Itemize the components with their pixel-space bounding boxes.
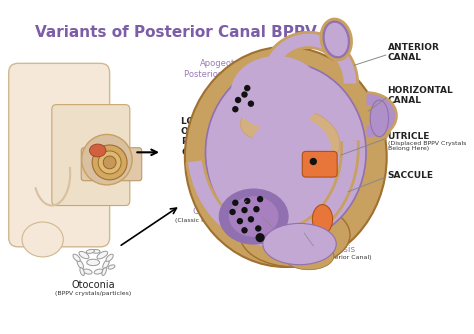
Ellipse shape [86,249,94,254]
Text: (Displaced BPPV Crystals
Belong Here): (Displaced BPPV Crystals Belong Here) [388,141,466,151]
Ellipse shape [79,252,89,259]
Ellipse shape [108,265,115,269]
Text: Otoconia: Otoconia [71,280,115,290]
Ellipse shape [365,95,393,142]
Ellipse shape [319,18,353,61]
Ellipse shape [22,222,64,257]
Text: (Classic Posterior Canal BPPV): (Classic Posterior Canal BPPV) [174,218,268,223]
Ellipse shape [263,223,336,265]
Text: Canalithiasis: Canalithiasis [193,207,250,216]
Circle shape [237,218,243,224]
Circle shape [229,209,236,215]
Ellipse shape [92,249,100,253]
Ellipse shape [249,116,332,189]
Ellipse shape [77,260,83,269]
Circle shape [248,216,254,222]
Ellipse shape [106,254,113,262]
Circle shape [310,158,317,165]
Text: (Short Arm of the Posterior Canal): (Short Arm of the Posterior Canal) [264,255,371,260]
Text: ANTERIOR
CANAL: ANTERIOR CANAL [388,43,439,62]
Circle shape [241,207,248,213]
Text: (Stuck BPPV Crystals): (Stuck BPPV Crystals) [243,237,310,242]
Ellipse shape [103,260,109,269]
FancyBboxPatch shape [81,148,142,181]
Circle shape [248,101,254,107]
Circle shape [244,198,250,204]
Ellipse shape [324,22,348,57]
Ellipse shape [97,251,108,259]
Text: Cupulolithiasis: Cupulolithiasis [244,227,310,236]
Text: Vestibulolithiasis: Vestibulolithiasis [280,245,356,254]
Ellipse shape [98,151,121,174]
Ellipse shape [312,205,333,234]
Circle shape [232,106,238,113]
Ellipse shape [87,259,100,266]
Ellipse shape [80,268,84,276]
Ellipse shape [268,110,340,167]
Ellipse shape [240,203,350,267]
Circle shape [255,225,262,232]
Circle shape [244,85,250,91]
Ellipse shape [82,134,132,185]
Text: Variants of Posterior Canal BPPV: Variants of Posterior Canal BPPV [35,25,317,40]
Ellipse shape [323,21,349,58]
Circle shape [253,206,260,212]
Ellipse shape [370,100,389,137]
FancyBboxPatch shape [52,105,130,205]
Circle shape [257,196,263,202]
Ellipse shape [103,156,116,169]
Text: (BPPV crystals/particles): (BPPV crystals/particles) [55,291,131,296]
Circle shape [235,97,241,103]
Ellipse shape [185,47,387,267]
Ellipse shape [228,196,279,237]
Ellipse shape [102,268,106,276]
Text: LONG ARM
OF THE
POSTERIOR
CANAL: LONG ARM OF THE POSTERIOR CANAL [181,117,239,157]
Circle shape [255,233,264,242]
Ellipse shape [283,242,334,270]
Text: UTRICLE: UTRICLE [388,132,430,141]
Ellipse shape [92,145,127,180]
FancyBboxPatch shape [9,63,109,247]
Ellipse shape [219,189,288,244]
Ellipse shape [90,144,106,157]
Ellipse shape [240,101,294,139]
Circle shape [232,200,238,206]
Ellipse shape [206,63,366,242]
FancyBboxPatch shape [302,151,337,177]
Ellipse shape [83,269,92,274]
Circle shape [241,91,248,98]
Ellipse shape [94,269,103,274]
Circle shape [241,227,248,233]
Text: Apogeotropic
Posterior Canal BPPV: Apogeotropic Posterior Canal BPPV [184,59,272,78]
Text: HORIZONTAL
CANAL: HORIZONTAL CANAL [388,86,453,105]
Ellipse shape [73,254,80,262]
Text: SACCULE: SACCULE [388,171,434,180]
Ellipse shape [231,56,322,129]
